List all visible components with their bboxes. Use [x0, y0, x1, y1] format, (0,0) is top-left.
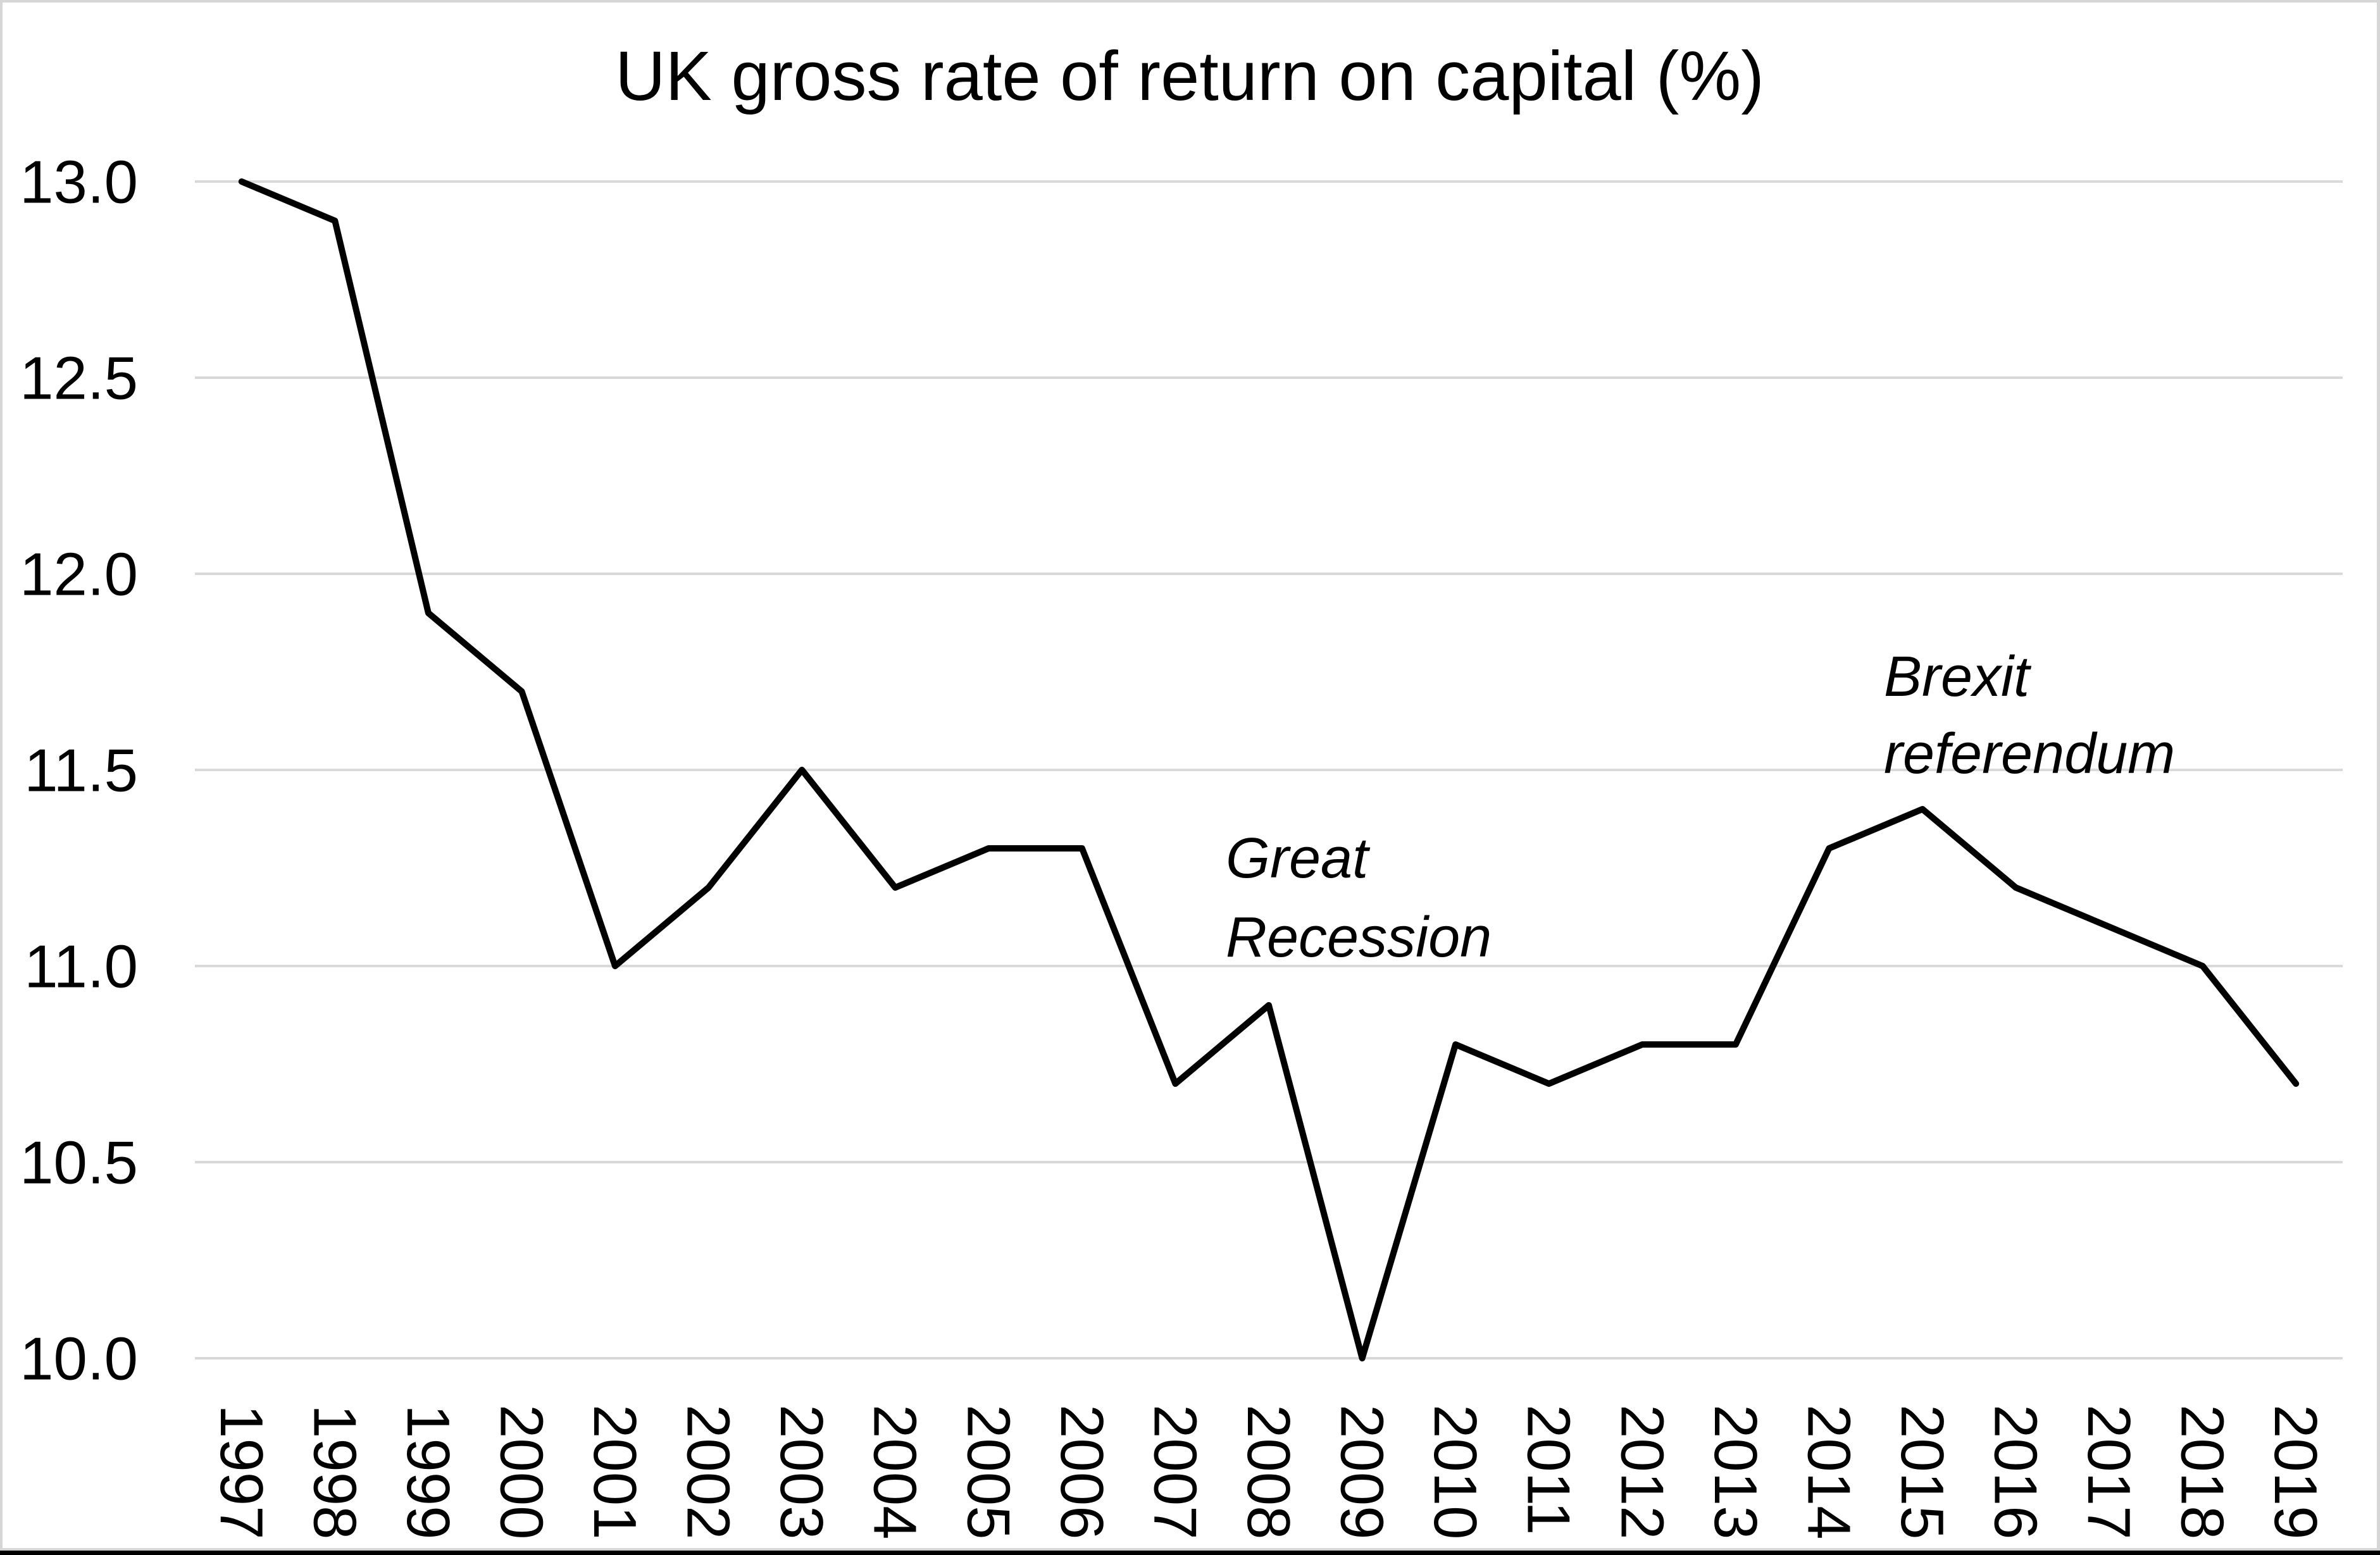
data-series [238, 178, 2300, 1361]
window-border-left [0, 0, 3, 1555]
x-tick-label: 2011 [1515, 1404, 1583, 1535]
y-axis-tick-labels: 13.0 12.5 12.0 11.5 11.0 10.5 10.0 [20, 149, 138, 1393]
y-tick-label: 12.5 [20, 345, 138, 412]
x-tick-label: 1998 [301, 1404, 368, 1540]
x-tick-label: 2010 [1421, 1404, 1489, 1540]
y-tick-label: 11.5 [24, 737, 138, 805]
x-tick-label: 2019 [2262, 1404, 2329, 1540]
window-border-top [0, 0, 2380, 3]
x-tick-label: 2016 [1982, 1404, 2050, 1540]
x-tick-label: 2008 [1235, 1404, 1302, 1540]
x-tick-label: 1999 [394, 1404, 462, 1540]
chart-title: UK gross rate of return on capital (%) [615, 37, 1764, 115]
data-line [238, 178, 2300, 1361]
x-tick-label: 2013 [1702, 1404, 1769, 1540]
x-tick-label: 2018 [2169, 1404, 2236, 1540]
great-recession-annotation: Recession [1226, 906, 1492, 969]
x-tick-label: 2006 [1048, 1404, 1116, 1540]
chart-annotations: Great Recession Brexit referendum [1226, 645, 2175, 969]
gridlines [195, 180, 2343, 1360]
x-tick-label: 2014 [1795, 1404, 1862, 1540]
x-tick-label: 2015 [1888, 1404, 1956, 1540]
x-tick-label: 2017 [2075, 1404, 2143, 1540]
x-axis-tick-labels: 1997 1998 1999 2000 2001 2002 2003 2004 2005 2006… [208, 1404, 2329, 1540]
x-tick-label: 2002 [675, 1404, 742, 1540]
y-tick-label: 10.0 [20, 1325, 138, 1393]
x-tick-label: 2001 [581, 1404, 649, 1540]
x-tick-label: 1997 [208, 1404, 275, 1540]
x-tick-label: 2012 [1608, 1404, 1676, 1540]
y-tick-label: 12.0 [20, 541, 138, 609]
x-tick-label: 2003 [768, 1404, 835, 1540]
y-tick-label: 11.0 [24, 933, 138, 1001]
window-border-right [2377, 0, 2380, 1555]
x-tick-label: 2007 [1141, 1404, 1209, 1540]
y-tick-label: 10.5 [20, 1129, 138, 1197]
x-tick-label: 2005 [954, 1404, 1022, 1540]
brexit-referendum-annotation: Brexit [1884, 645, 2032, 709]
x-tick-label: 2004 [861, 1404, 929, 1540]
x-tick-label: 2000 [487, 1404, 555, 1540]
y-tick-label: 13.0 [20, 149, 138, 216]
bottom-edge-bar [0, 1551, 2380, 1555]
brexit-referendum-annotation: referendum [1884, 722, 2175, 786]
window-border-bottom [0, 1548, 2380, 1551]
great-recession-annotation: Great [1226, 827, 1371, 890]
x-tick-label: 2009 [1328, 1404, 1396, 1540]
